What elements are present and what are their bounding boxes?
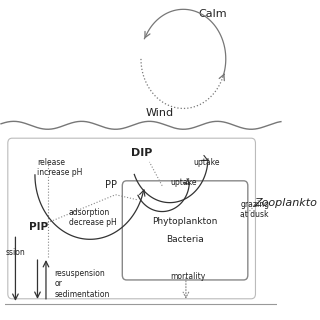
Text: Phytoplankton: Phytoplankton <box>152 217 218 226</box>
FancyBboxPatch shape <box>122 181 248 280</box>
Text: Bacteria: Bacteria <box>166 235 204 244</box>
Text: grazing
at dusk: grazing at dusk <box>240 200 269 219</box>
Text: PP: PP <box>105 180 117 190</box>
Text: Zooplankto: Zooplankto <box>254 198 316 208</box>
Text: uptake: uptake <box>194 158 220 167</box>
Text: Calm: Calm <box>199 9 227 19</box>
Text: PIP: PIP <box>29 222 48 232</box>
Text: DIP: DIP <box>131 148 152 158</box>
FancyBboxPatch shape <box>8 138 255 299</box>
Text: resuspension
or
sedimentation: resuspension or sedimentation <box>54 269 110 299</box>
Text: ssion: ssion <box>5 248 25 257</box>
Text: adsorption
decrease pH: adsorption decrease pH <box>69 208 116 227</box>
Text: Wind: Wind <box>145 108 173 118</box>
Text: uptake: uptake <box>171 178 197 187</box>
Text: release
increase pH: release increase pH <box>37 158 83 177</box>
Text: mortality: mortality <box>171 272 206 282</box>
